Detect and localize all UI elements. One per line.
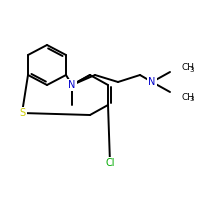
Text: Cl: Cl xyxy=(105,158,115,168)
Text: N: N xyxy=(148,77,156,87)
Text: 3: 3 xyxy=(189,67,194,73)
Text: CH: CH xyxy=(182,92,195,102)
Text: CH: CH xyxy=(182,64,195,72)
Text: S: S xyxy=(19,108,25,118)
Text: 3: 3 xyxy=(189,96,194,102)
Text: N: N xyxy=(68,80,76,90)
